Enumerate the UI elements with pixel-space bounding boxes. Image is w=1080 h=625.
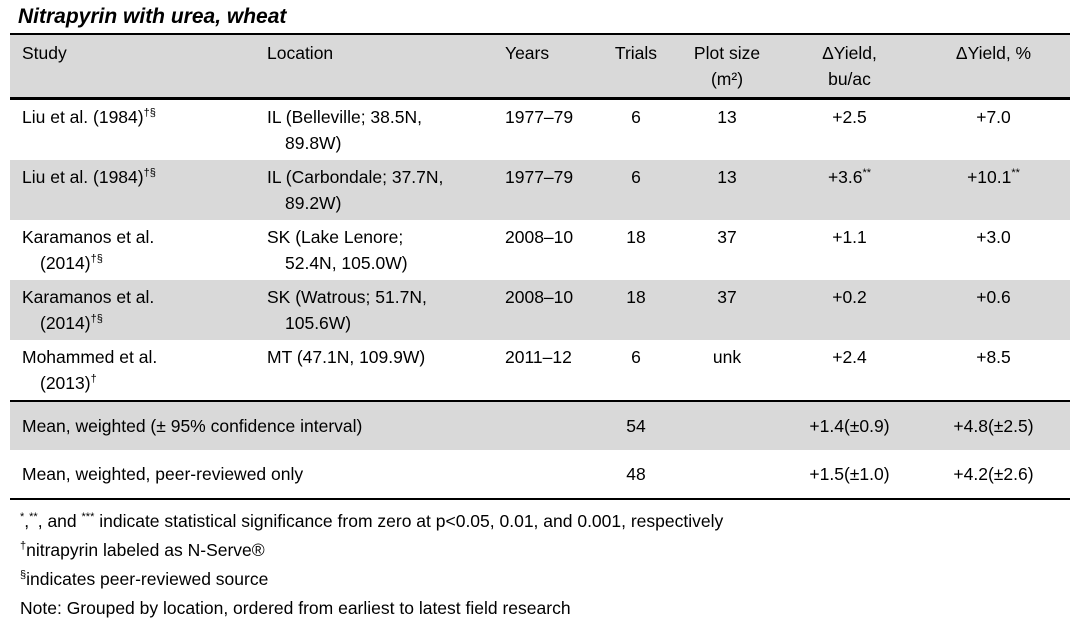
footnote-section: §indicates peer-reviewed source xyxy=(20,569,269,589)
col-header-years: Years xyxy=(505,43,550,63)
trials-cell: 6 xyxy=(631,107,641,127)
col-header-dyield-bu: ΔYield, bu/ac xyxy=(822,43,877,89)
location-cell: SK (Lake Lenore; 52.4N, 105.0W) xyxy=(267,227,408,273)
footnote-marker: †§ xyxy=(90,313,103,326)
table-title: Nitrapyrin with urea, wheat xyxy=(18,5,287,28)
summary-label-cell: Mean, weighted (± 95% confidence interva… xyxy=(22,416,363,436)
summary-label-cell: Mean, weighted, peer-reviewed only xyxy=(22,464,304,484)
dyield-pct-cell: +7.0 xyxy=(976,107,1011,127)
trials-cell: 6 xyxy=(631,167,641,187)
footnote-marker: †§ xyxy=(143,167,156,180)
study-cell: Liu et al. (1984)†§ xyxy=(22,167,156,187)
study-cell: Karamanos et al. (2014)†§ xyxy=(22,227,155,273)
plot-size-cell: 13 xyxy=(717,107,737,127)
col-header-plot-size: Plot size (m²) xyxy=(693,43,761,89)
location-cell: IL (Carbondale; 37.7N, 89.2W) xyxy=(267,167,444,213)
footnote-marker: †§ xyxy=(143,107,156,120)
dyield-bu-cell: +1.5(±1.0) xyxy=(809,464,890,484)
study-cell: Karamanos et al. (2014)†§ xyxy=(22,287,155,333)
dyield-bu-cell: +3.6** xyxy=(827,167,872,187)
col-header-study: Study xyxy=(22,43,67,63)
footnote-marker: † xyxy=(90,373,97,386)
table-row: Karamanos et al. (2014)†§ SK (Watrous; 5… xyxy=(10,280,1070,340)
dyield-pct-cell: +3.0 xyxy=(976,227,1011,247)
years-cell: 2011–12 xyxy=(505,347,572,367)
asterisk-marker: ** xyxy=(29,511,38,524)
table-body: Liu et al. (1984)†§ IL (Belleville; 38.5… xyxy=(10,99,1070,401)
asterisk-marker: * xyxy=(20,511,25,524)
trials-cell: 6 xyxy=(631,347,641,367)
plot-size-cell: unk xyxy=(712,347,742,367)
plot-size-cell: 37 xyxy=(717,227,737,247)
dyield-bu-cell: +1.1 xyxy=(832,227,867,247)
dagger-marker: † xyxy=(20,540,27,553)
significance-marker: ** xyxy=(1011,167,1020,180)
years-cell: 1977–79 xyxy=(505,167,574,187)
years-cell: 2008–10 xyxy=(505,227,574,247)
plot-size-cell: 37 xyxy=(717,287,737,307)
col-header-trials: Trials xyxy=(614,43,658,63)
dyield-bu-cell: +0.2 xyxy=(832,287,867,307)
table-header: Study Location Years Trials Plot size (m… xyxy=(10,34,1070,99)
summary-row: Mean, weighted (± 95% confidence interva… xyxy=(10,401,1070,450)
results-table: Study Location Years Trials Plot size (m… xyxy=(10,33,1070,500)
study-cell: Liu et al. (1984)†§ xyxy=(22,107,156,127)
years-cell: 1977–79 xyxy=(505,107,574,127)
plot-size-cell xyxy=(672,450,782,499)
trials-cell: 18 xyxy=(626,227,646,247)
location-cell: IL (Belleville; 38.5N, 89.8W) xyxy=(267,107,422,153)
dyield-bu-cell: +1.4(±0.9) xyxy=(809,416,890,436)
dyield-bu-cell: +2.4 xyxy=(832,347,867,367)
header-row: Study Location Years Trials Plot size (m… xyxy=(10,34,1070,99)
study-cell: Mohammed et al. (2013)† xyxy=(22,347,158,393)
footnote-dagger: †nitrapyrin labeled as N-Serve® xyxy=(20,540,265,560)
footnote-marker: †§ xyxy=(90,253,103,266)
table-row: Mohammed et al. (2013)† MT (47.1N, 109.9… xyxy=(10,340,1070,401)
footnote-significance: *,**, and *** indicate statistical signi… xyxy=(20,511,724,531)
col-header-dyield-pct: ΔYield, % xyxy=(955,43,1032,63)
trials-cell: 48 xyxy=(626,464,646,484)
table-row: Karamanos et al. (2014)†§ SK (Lake Lenor… xyxy=(10,220,1070,280)
section-marker: § xyxy=(20,569,27,582)
table-row: Liu et al. (1984)†§ IL (Belleville; 38.5… xyxy=(10,99,1070,161)
significance-marker: ** xyxy=(862,167,872,180)
trials-cell: 54 xyxy=(626,416,646,436)
plot-size-cell xyxy=(672,401,782,450)
summary-section: Mean, weighted (± 95% confidence interva… xyxy=(10,401,1070,499)
footnote-note: Note: Grouped by location, ordered from … xyxy=(20,598,571,618)
location-cell: MT (47.1N, 109.9W) xyxy=(267,347,426,367)
col-header-location: Location xyxy=(267,43,334,63)
table-row: Liu et al. (1984)†§ IL (Carbondale; 37.7… xyxy=(10,160,1070,220)
asterisk-marker: *** xyxy=(81,511,95,524)
trials-cell: 18 xyxy=(626,287,646,307)
dyield-pct-cell: +0.6 xyxy=(976,287,1011,307)
footnotes: *,**, and *** indicate statistical signi… xyxy=(20,507,1080,623)
dyield-pct-cell: +4.2(±2.6) xyxy=(953,464,1034,484)
years-cell: 2008–10 xyxy=(505,287,574,307)
summary-row: Mean, weighted, peer-reviewed only 48 +1… xyxy=(10,450,1070,499)
dyield-pct-cell: +8.5 xyxy=(976,347,1011,367)
plot-size-cell: 13 xyxy=(717,167,737,187)
dyield-pct-cell: +10.1** xyxy=(967,167,1020,187)
dyield-pct-cell: +4.8(±2.5) xyxy=(953,416,1034,436)
location-cell: SK (Watrous; 51.7N, 105.6W) xyxy=(267,287,427,333)
dyield-bu-cell: +2.5 xyxy=(832,107,867,127)
